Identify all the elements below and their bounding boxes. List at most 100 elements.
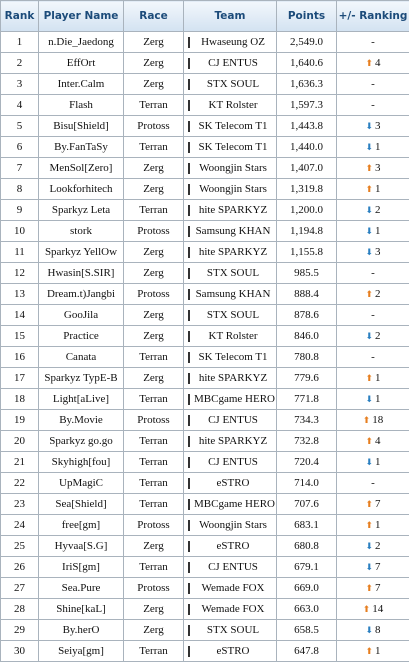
- team-icon: [188, 582, 190, 594]
- player-name: IriS[gm]: [38, 556, 124, 578]
- team-icon: [188, 645, 190, 657]
- team: SK Telecom T1: [183, 115, 277, 137]
- race: Terran: [123, 346, 184, 368]
- player-name: Light[aLive]: [38, 388, 124, 410]
- rank-change: ⬇ 1: [336, 220, 409, 242]
- trend-arrow: ⬇: [365, 541, 374, 551]
- team: KT Rolster: [183, 325, 277, 347]
- table-row: 25 Hyvaa[S.G] Zerg eSTRO 680.8 ⬇ 2: [0, 535, 409, 557]
- points: 1,597.3: [276, 94, 337, 116]
- rank: 23: [0, 493, 39, 515]
- points: 663.0: [276, 598, 337, 620]
- change-value: 1: [375, 393, 381, 405]
- trend-arrow: ⬇: [365, 457, 374, 467]
- trend-arrow: ⬆: [365, 58, 374, 68]
- rank-change: ⬆ 4: [336, 52, 409, 74]
- rank-change: ⬇ 2: [336, 535, 409, 557]
- points: 1,443.8: [276, 115, 337, 137]
- team-icon: [188, 372, 190, 384]
- player-name: By.FanTaSy: [38, 136, 124, 158]
- race: Terran: [123, 493, 184, 515]
- team: SK Telecom T1: [183, 136, 277, 158]
- trend-arrow: ⬆: [365, 520, 374, 530]
- player-name: GooJila: [38, 304, 124, 326]
- trend-arrow: ⬇: [365, 394, 374, 404]
- team: hite SPARKYZ: [183, 199, 277, 221]
- player-name: Sea[Shield]: [38, 493, 124, 515]
- trend-arrow: ⬆: [365, 184, 374, 194]
- player-name: Skyhigh[fou]: [38, 451, 124, 473]
- table-row: 13 Dream.t)Jangbi Protoss Samsung KHAN 888.4…: [0, 283, 409, 305]
- rank: 17: [0, 367, 39, 389]
- rank-change: -: [336, 472, 409, 494]
- trend-arrow: ⬆: [365, 583, 374, 593]
- race: Terran: [123, 556, 184, 578]
- rank-change: -: [336, 31, 409, 53]
- team: eSTRO: [183, 535, 277, 557]
- rank-change: -: [336, 262, 409, 284]
- points: 679.1: [276, 556, 337, 578]
- change-value: 2: [375, 288, 381, 300]
- points: 680.8: [276, 535, 337, 557]
- team-name: Wemade FOX: [201, 582, 265, 594]
- rank-change: ⬆ 14: [336, 598, 409, 620]
- team-icon: [188, 267, 190, 279]
- team-icon: [188, 498, 190, 510]
- race: Terran: [123, 388, 184, 410]
- change-value: 7: [375, 561, 381, 573]
- points: 707.6: [276, 493, 337, 515]
- trend-arrow: ⬇: [365, 226, 374, 236]
- rank-change: ⬆ 3: [336, 157, 409, 179]
- player-name: By.Movie: [38, 409, 124, 431]
- trend-arrow: ⬇: [365, 625, 374, 635]
- race: Protoss: [123, 514, 184, 536]
- column-header: Player Name: [38, 0, 124, 32]
- team-name: eSTRO: [216, 477, 250, 489]
- table-row: 20 Sparkyz go.go Terran hite SPARKYZ 732.8 ⬆ 4: [0, 430, 409, 452]
- trend-arrow: ⬆: [365, 289, 374, 299]
- team-icon: [188, 99, 190, 111]
- points: 878.6: [276, 304, 337, 326]
- team-name: hite SPARKYZ: [198, 435, 268, 447]
- player-name: Hyvaa[S.G]: [38, 535, 124, 557]
- team-icon: [188, 225, 190, 237]
- change-value: 3: [375, 120, 381, 132]
- rank: 10: [0, 220, 39, 242]
- rank-change: ⬇ 3: [336, 241, 409, 263]
- rank: 11: [0, 241, 39, 263]
- rank: 30: [0, 640, 39, 662]
- race: Terran: [123, 94, 184, 116]
- player-name: Inter.Calm: [38, 73, 124, 95]
- team-name: MBCgame HERO: [194, 393, 275, 405]
- team-name: KT Rolster: [208, 330, 258, 342]
- rank: 9: [0, 199, 39, 221]
- column-header: +/- Ranking: [336, 0, 409, 32]
- rank: 26: [0, 556, 39, 578]
- team: Samsung KHAN: [183, 283, 277, 305]
- table-row: 23 Sea[Shield] Terran MBCgame HERO 707.6 ⬆ 7: [0, 493, 409, 515]
- team-name: hite SPARKYZ: [198, 372, 268, 384]
- team-icon: [188, 204, 190, 216]
- points: 888.4: [276, 283, 337, 305]
- team-name: Woongjin Stars: [199, 519, 267, 531]
- team-icon: [188, 456, 190, 468]
- rank-change: ⬆ 7: [336, 493, 409, 515]
- race: Zerg: [123, 52, 184, 74]
- team-icon: [188, 288, 190, 300]
- points: 1,200.0: [276, 199, 337, 221]
- race: Zerg: [123, 304, 184, 326]
- race: Zerg: [123, 325, 184, 347]
- table-row: 11 Sparkyz YellOw Zerg hite SPARKYZ 1,155.8 ⬇…: [0, 241, 409, 263]
- team: Wemade FOX: [183, 598, 277, 620]
- rank: 3: [0, 73, 39, 95]
- team-icon: [188, 309, 190, 321]
- player-name: UpMagiC: [38, 472, 124, 494]
- table-row: 9 Sparkyz Leta Terran hite SPARKYZ 1,200.0 ⬇ 2: [0, 199, 409, 221]
- points: 1,440.0: [276, 136, 337, 158]
- race: Zerg: [123, 262, 184, 284]
- race: Terran: [123, 451, 184, 473]
- team-icon: [188, 519, 190, 531]
- trend-arrow: ⬆: [365, 436, 374, 446]
- race: Protoss: [123, 220, 184, 242]
